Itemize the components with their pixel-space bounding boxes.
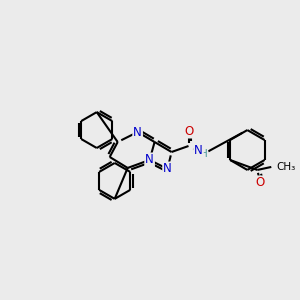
Text: N: N (133, 125, 142, 139)
Text: N: N (194, 145, 203, 158)
Text: H: H (200, 149, 207, 159)
Text: N: N (145, 154, 154, 166)
Text: CH₃: CH₃ (276, 162, 296, 172)
Text: N: N (163, 162, 172, 176)
Text: O: O (184, 124, 193, 138)
Text: O: O (256, 176, 265, 189)
